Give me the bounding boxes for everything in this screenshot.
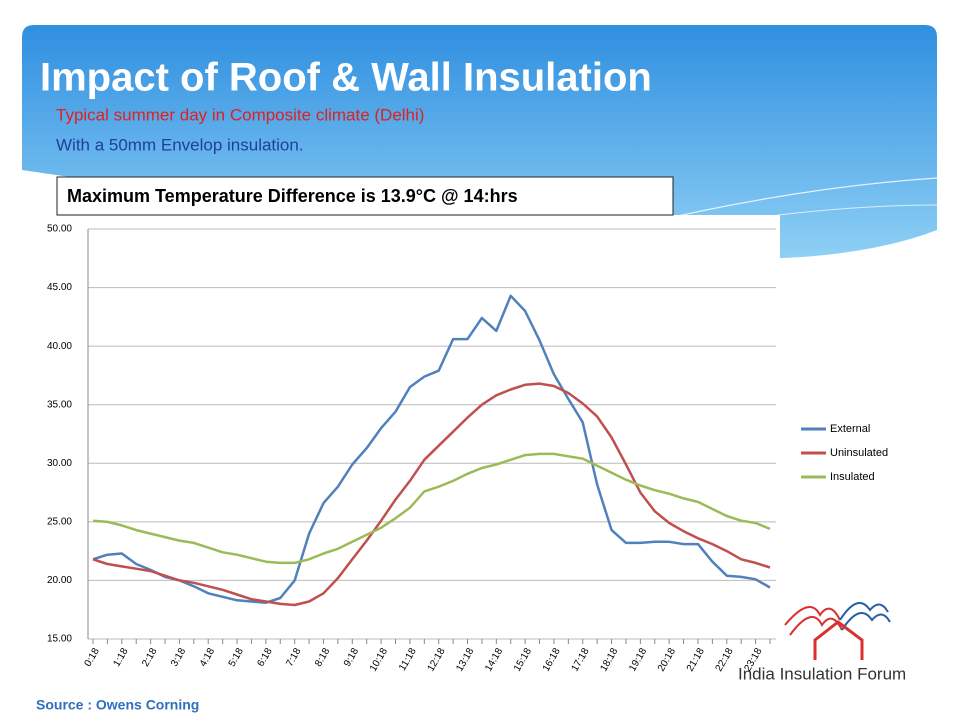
legend-label: External (830, 423, 870, 435)
series-line (92, 452, 771, 565)
y-tick-label: 50.00 (47, 224, 72, 235)
logo-text: India Insulation Forum (738, 664, 906, 683)
bullet: Typical summer day in Composite climate … (56, 105, 424, 124)
callout: Maximum Temperature Difference is 13.9°C… (67, 186, 518, 206)
bullet: With a 50mm Envelop insulation. (56, 135, 304, 154)
plot-background (55, 215, 780, 695)
slide-title: Impact of Roof & Wall Insulation (40, 56, 652, 100)
y-tick-label: 30.00 (47, 458, 72, 469)
y-tick-label: 15.00 (47, 634, 72, 645)
y-tick-label: 20.00 (47, 575, 72, 586)
logo-mark (784, 601, 891, 660)
legend-label: Insulated (830, 471, 875, 483)
callout-box (56, 176, 674, 216)
series-line (92, 382, 771, 607)
series-line (92, 294, 771, 604)
logo-background (736, 565, 935, 715)
y-tick-label: 25.00 (47, 516, 72, 527)
y-tick-label: 40.00 (47, 341, 72, 352)
y-tick-label: 45.00 (47, 282, 72, 293)
source: Source : Owens Corning (36, 697, 199, 713)
legend-label: Uninsulated (830, 447, 888, 459)
y-tick-label: 35.00 (47, 399, 72, 410)
